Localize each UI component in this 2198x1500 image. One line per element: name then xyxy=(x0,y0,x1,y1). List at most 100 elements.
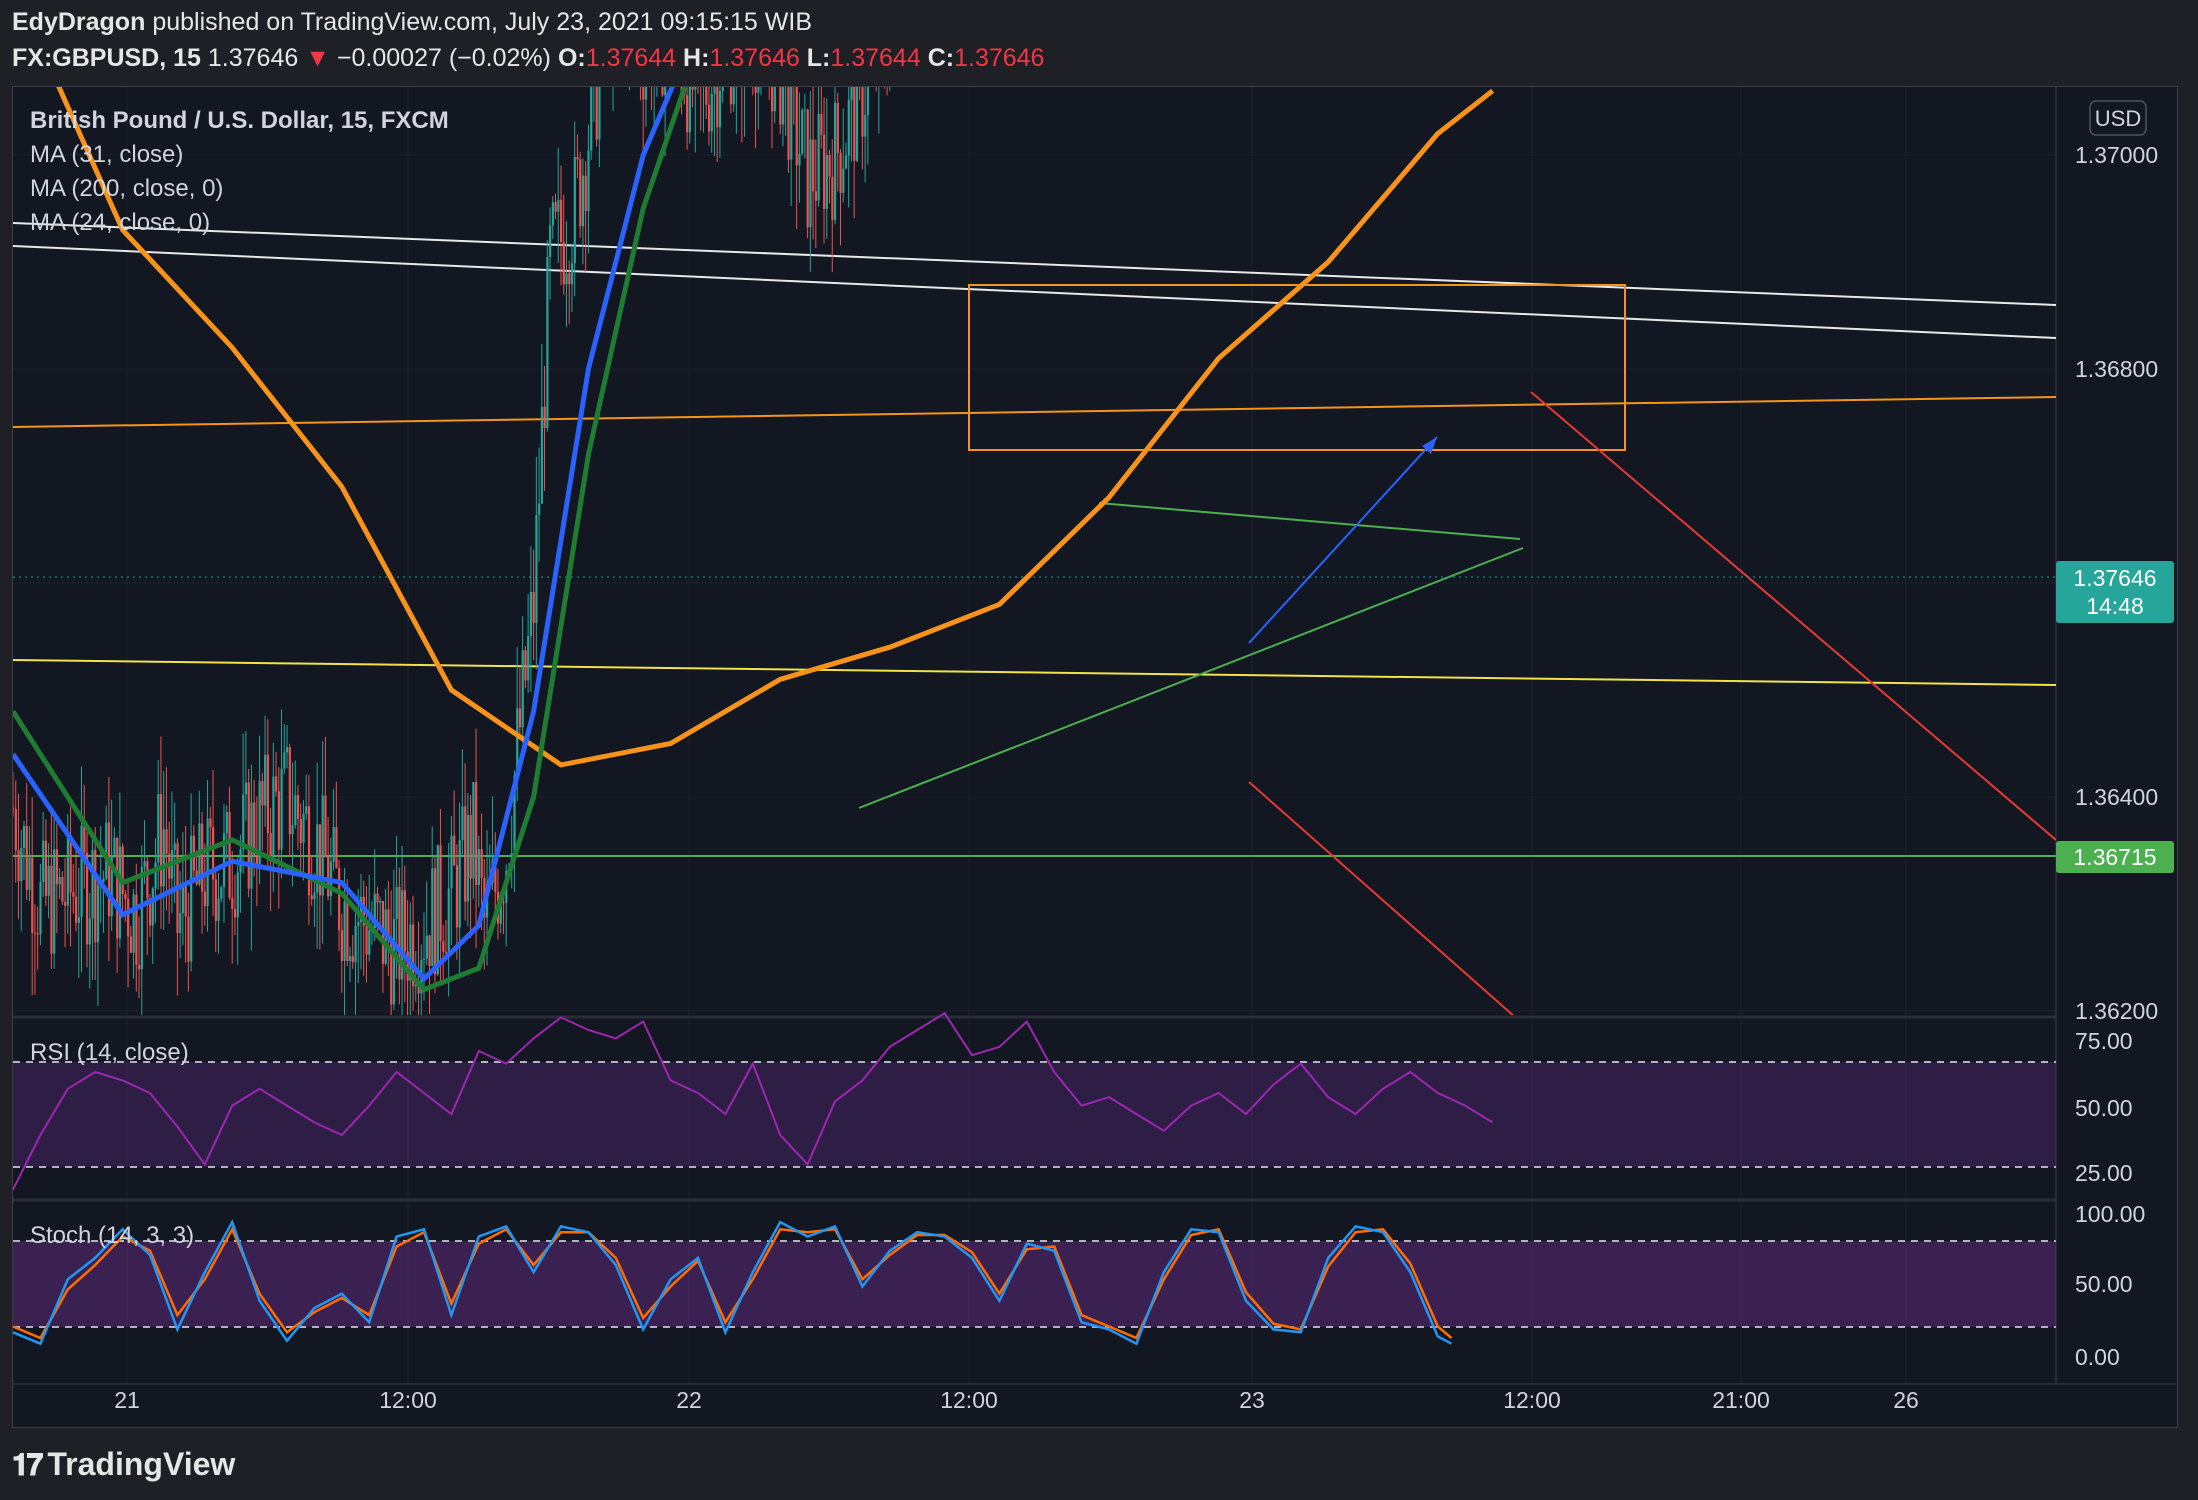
candle-body[interactable] xyxy=(707,104,711,132)
candle-body[interactable] xyxy=(368,930,371,955)
candle-body[interactable] xyxy=(236,872,239,918)
candle-body[interactable] xyxy=(33,932,37,934)
candle-body[interactable] xyxy=(697,31,699,48)
candle-body[interactable] xyxy=(648,28,650,58)
candle-body[interactable] xyxy=(626,0,628,43)
projection-arrow[interactable] xyxy=(1248,436,1438,644)
candle-body[interactable] xyxy=(50,865,53,954)
candle-body[interactable] xyxy=(595,41,598,140)
candle-body[interactable] xyxy=(395,886,398,919)
candle-body[interactable] xyxy=(94,849,97,943)
candle-body[interactable] xyxy=(650,28,652,84)
candle-body[interactable] xyxy=(557,199,560,212)
candle-body[interactable] xyxy=(661,0,664,96)
candle-body[interactable] xyxy=(839,153,842,193)
candle-body[interactable] xyxy=(549,225,552,257)
candle-body[interactable] xyxy=(634,0,636,22)
candle-body[interactable] xyxy=(872,30,874,51)
candle-body[interactable] xyxy=(688,20,691,133)
candle-body[interactable] xyxy=(116,838,119,939)
candle-body[interactable] xyxy=(516,708,519,776)
candle-body[interactable] xyxy=(335,827,338,868)
trendline-white-1[interactable] xyxy=(13,222,2056,306)
candle-body[interactable] xyxy=(694,31,697,90)
candle-body[interactable] xyxy=(735,9,737,73)
candle-body[interactable] xyxy=(729,29,733,105)
candle-body[interactable] xyxy=(302,813,305,843)
candle-body[interactable] xyxy=(146,861,149,899)
candle-body[interactable] xyxy=(724,30,726,34)
candle-body[interactable] xyxy=(844,155,848,169)
candle-body[interactable] xyxy=(562,241,565,285)
candle-body[interactable] xyxy=(513,775,516,854)
candle-body[interactable] xyxy=(217,898,220,921)
candle-body[interactable] xyxy=(349,956,352,962)
candle-body[interactable] xyxy=(17,850,20,882)
candle-body[interactable] xyxy=(149,898,152,926)
candle-body[interactable] xyxy=(744,0,746,86)
candle-body[interactable] xyxy=(181,882,185,913)
candle-body[interactable] xyxy=(305,806,308,814)
candle-body[interactable] xyxy=(607,0,609,31)
ma24-line[interactable] xyxy=(13,0,1493,993)
candle-body[interactable] xyxy=(406,951,409,981)
candle-body[interactable] xyxy=(190,835,193,962)
candle-body[interactable] xyxy=(255,855,259,867)
candle-body[interactable] xyxy=(12,807,15,809)
candle-body[interactable] xyxy=(653,43,655,83)
candle-body[interactable] xyxy=(766,4,768,46)
candle-body[interactable] xyxy=(313,892,316,900)
candle-body[interactable] xyxy=(817,113,820,201)
candle-body[interactable] xyxy=(346,901,349,962)
candle-body[interactable] xyxy=(527,636,530,681)
candle-body[interactable] xyxy=(785,66,787,79)
candle-body[interactable] xyxy=(670,0,672,54)
candle-body[interactable] xyxy=(423,958,426,960)
candle-body[interactable] xyxy=(814,191,818,201)
candle-body[interactable] xyxy=(354,925,357,963)
candle-body[interactable] xyxy=(850,77,853,100)
candle-body[interactable] xyxy=(214,879,217,921)
candle-body[interactable] xyxy=(820,113,823,135)
candle-body[interactable] xyxy=(288,747,291,835)
candle-body[interactable] xyxy=(359,896,363,922)
candle-body[interactable] xyxy=(461,806,464,841)
stoch-k-line[interactable] xyxy=(12,1219,1453,1346)
candle-body[interactable] xyxy=(299,818,302,843)
candle-body[interactable] xyxy=(590,69,593,151)
candle-body[interactable] xyxy=(444,951,448,953)
candle-body[interactable] xyxy=(680,43,683,91)
candle-body[interactable] xyxy=(187,916,190,962)
candle-body[interactable] xyxy=(42,840,45,882)
candle-body[interactable] xyxy=(667,0,669,35)
candle-body[interactable] xyxy=(83,826,86,853)
candle-body[interactable] xyxy=(881,0,883,12)
candle-body[interactable] xyxy=(538,503,541,515)
candle-body[interactable] xyxy=(225,811,228,834)
candle-body[interactable] xyxy=(568,273,571,285)
candle-body[interactable] xyxy=(39,881,42,935)
candle-body[interactable] xyxy=(773,26,776,112)
candle-body[interactable] xyxy=(403,890,407,952)
candle-body[interactable] xyxy=(107,822,111,917)
candle-body[interactable] xyxy=(66,834,69,906)
candle-body[interactable] xyxy=(58,876,61,885)
candle-body[interactable] xyxy=(779,6,782,125)
candle-body[interactable] xyxy=(757,38,760,93)
candle-body[interactable] xyxy=(656,0,658,43)
ma200-line[interactable] xyxy=(13,0,1495,768)
candle-body[interactable] xyxy=(228,811,231,898)
candle-body[interactable] xyxy=(834,102,837,220)
candle-body[interactable] xyxy=(741,0,743,86)
candle-body[interactable] xyxy=(678,7,680,43)
candle-body[interactable] xyxy=(44,840,48,896)
candle-body[interactable] xyxy=(376,893,379,903)
candle-body[interactable] xyxy=(732,73,735,105)
candle-body[interactable] xyxy=(897,0,899,42)
candle-body[interactable] xyxy=(373,893,376,928)
candle-body[interactable] xyxy=(453,835,456,866)
candle-body[interactable] xyxy=(25,826,28,890)
candle-body[interactable] xyxy=(428,935,431,967)
candle-body[interactable] xyxy=(173,843,176,850)
